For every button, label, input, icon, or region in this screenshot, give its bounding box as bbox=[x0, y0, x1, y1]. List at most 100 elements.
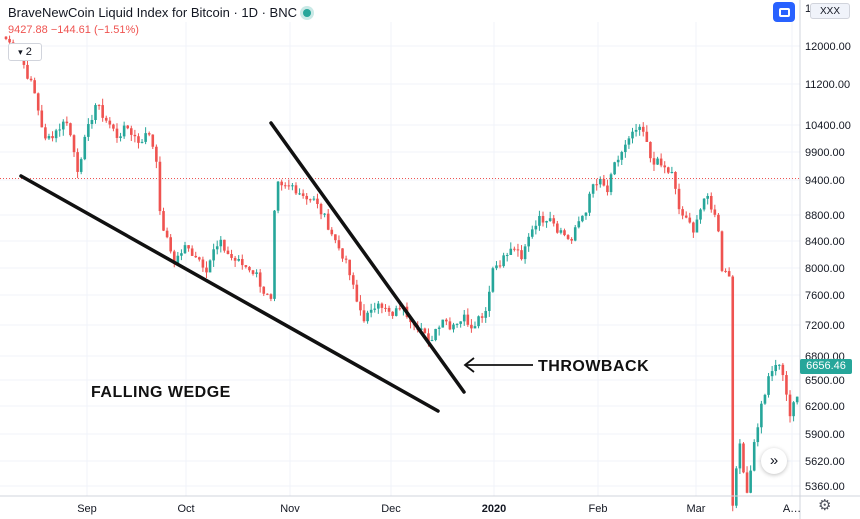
candle bbox=[491, 266, 495, 293]
candle bbox=[781, 363, 785, 381]
candle bbox=[76, 148, 79, 179]
annotation-falling-wedge: FALLING WEDGE bbox=[91, 384, 231, 401]
candle bbox=[477, 315, 480, 329]
candle bbox=[613, 161, 616, 176]
candle bbox=[51, 131, 54, 142]
x-tick-label: Oct bbox=[177, 503, 194, 515]
trendlines bbox=[19, 121, 533, 413]
candle bbox=[337, 235, 341, 251]
candle bbox=[423, 327, 427, 334]
candle bbox=[94, 103, 97, 124]
candle bbox=[649, 141, 652, 163]
throwback-arrow-head bbox=[463, 357, 475, 373]
candle bbox=[684, 211, 688, 219]
candle bbox=[609, 172, 613, 196]
candle bbox=[527, 233, 530, 252]
candle bbox=[316, 193, 319, 209]
y-tick-label: 9400.00 bbox=[805, 175, 845, 187]
candle bbox=[348, 259, 351, 281]
candle bbox=[237, 255, 240, 262]
scroll-to-realtime-button[interactable]: » bbox=[761, 448, 787, 474]
candle bbox=[233, 255, 237, 267]
candle bbox=[534, 220, 538, 235]
candle bbox=[548, 211, 552, 222]
candle bbox=[266, 293, 269, 296]
indicator-count: 2 bbox=[25, 46, 32, 58]
candle bbox=[452, 322, 455, 333]
candle bbox=[473, 321, 477, 329]
candle bbox=[8, 35, 11, 45]
candle bbox=[735, 466, 738, 509]
symbol-badge[interactable]: XXX bbox=[810, 3, 850, 19]
candle bbox=[215, 240, 219, 255]
candle bbox=[742, 442, 745, 474]
candle bbox=[36, 92, 40, 116]
candle bbox=[162, 207, 165, 232]
candle bbox=[606, 179, 609, 196]
candle bbox=[702, 197, 706, 212]
candle bbox=[391, 311, 394, 319]
candle bbox=[158, 156, 162, 215]
candle bbox=[488, 285, 491, 317]
candle bbox=[455, 323, 459, 328]
candle bbox=[326, 208, 330, 231]
candle bbox=[262, 286, 266, 297]
candle bbox=[344, 255, 348, 264]
candle bbox=[659, 153, 663, 168]
candle bbox=[591, 183, 595, 198]
candle bbox=[258, 269, 262, 293]
candle bbox=[301, 189, 305, 199]
candle bbox=[205, 261, 208, 279]
candle bbox=[119, 132, 122, 142]
chart-title-text: BraveNewCoin Liquid Index for Bitcoin · … bbox=[8, 5, 298, 20]
candle bbox=[556, 220, 559, 234]
price-quote: 9427.88 −144.61 (−1.51%) bbox=[8, 24, 139, 36]
y-tick-label: 12000.00 bbox=[805, 41, 851, 53]
candle bbox=[581, 215, 584, 223]
layout-button[interactable] bbox=[773, 2, 795, 22]
candle bbox=[87, 118, 90, 141]
indicators-toggle[interactable]: ▾ 2 bbox=[8, 43, 42, 61]
candle bbox=[638, 124, 641, 136]
candle bbox=[44, 123, 47, 141]
candle bbox=[273, 209, 276, 302]
candle bbox=[169, 234, 172, 254]
candle bbox=[692, 221, 695, 238]
candle bbox=[774, 359, 777, 376]
candle bbox=[738, 439, 742, 474]
candle bbox=[505, 252, 509, 262]
y-tick-label: 10400.00 bbox=[805, 120, 851, 132]
grid bbox=[0, 22, 800, 496]
y-tick-label: 5900.00 bbox=[805, 429, 845, 441]
candle bbox=[83, 134, 87, 161]
candle bbox=[516, 243, 520, 257]
candle bbox=[223, 239, 226, 253]
candle bbox=[509, 242, 513, 255]
chevron-down-icon: ▾ bbox=[18, 46, 23, 57]
annotation-throwback: THROWBACK bbox=[538, 358, 649, 375]
candle bbox=[760, 400, 763, 434]
candle bbox=[434, 328, 437, 342]
candle bbox=[706, 193, 709, 205]
candle bbox=[602, 174, 606, 187]
candle bbox=[180, 249, 183, 261]
y-tick-label: 8000.00 bbox=[805, 263, 845, 275]
y-tick-label: 8800.00 bbox=[805, 210, 845, 222]
settings-gear-icon[interactable]: ⚙ bbox=[818, 497, 832, 514]
candle bbox=[470, 319, 473, 333]
candle bbox=[144, 127, 147, 145]
candle bbox=[4, 36, 8, 41]
candle bbox=[667, 166, 670, 175]
candle bbox=[187, 245, 190, 252]
x-tick-label: Feb bbox=[589, 503, 608, 515]
candle bbox=[595, 178, 598, 191]
candle bbox=[459, 321, 462, 328]
candle bbox=[283, 182, 287, 189]
y-tick-label: 7200.00 bbox=[805, 320, 845, 332]
live-status-dot bbox=[303, 8, 312, 17]
candle bbox=[104, 115, 108, 123]
candle bbox=[122, 121, 126, 139]
x-tick-label: Dec bbox=[381, 503, 401, 515]
